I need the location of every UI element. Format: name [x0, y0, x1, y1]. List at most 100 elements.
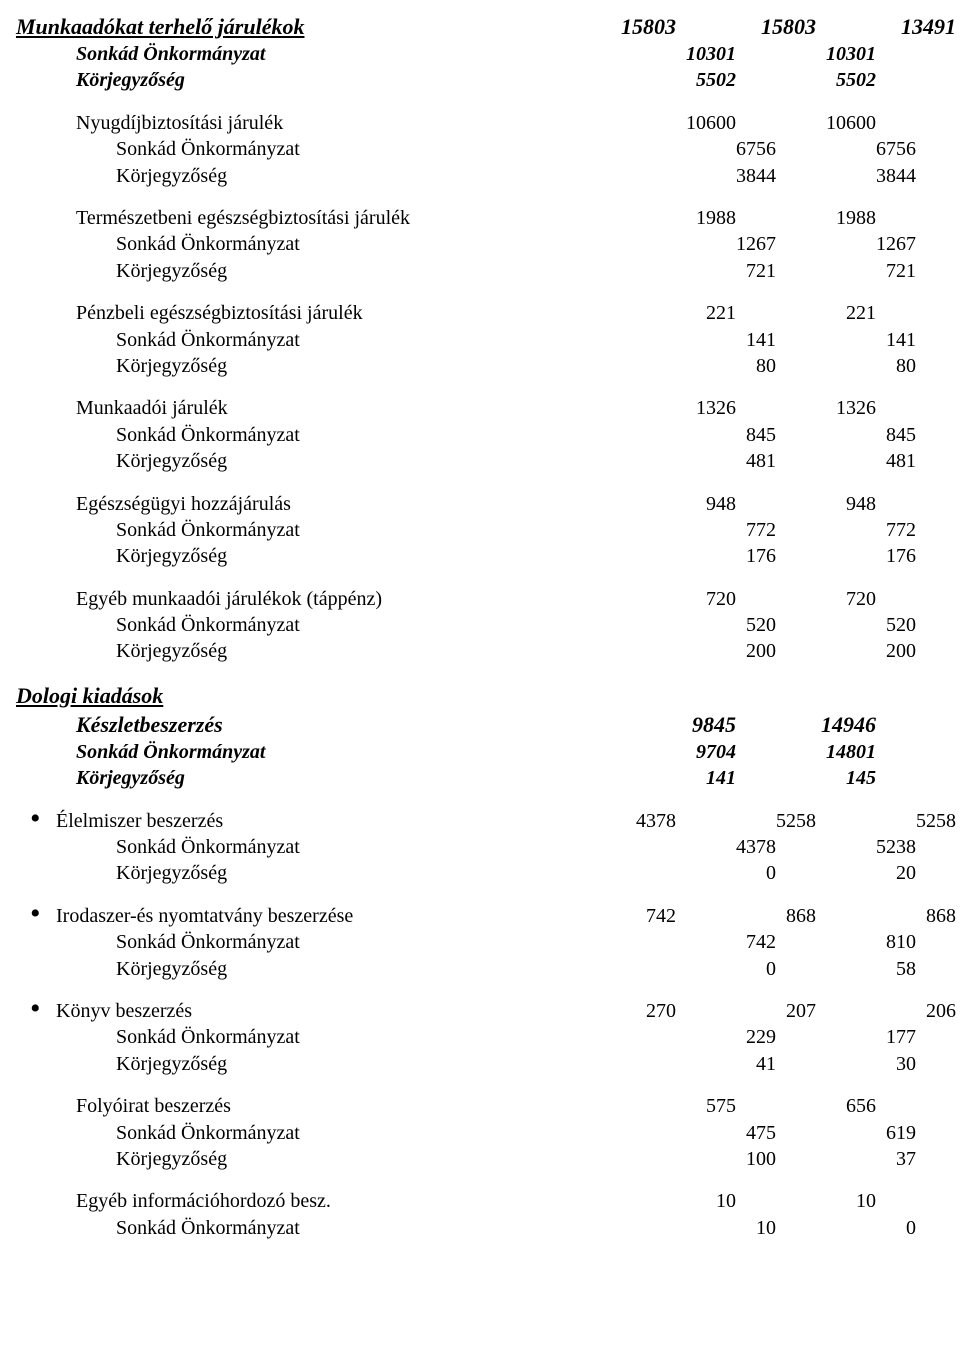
value-cell: 810: [916, 929, 960, 955]
value-cell: 0: [876, 586, 960, 612]
row-label: Sonkád Önkormányzat: [16, 834, 636, 860]
row-label-text: Körjegyzőség: [116, 260, 227, 282]
table-row: Sonkád Önkormányzat5205200: [16, 612, 950, 638]
table-row: Sonkád Önkormányzat126712671058: [16, 231, 950, 257]
row-label: Folyóirat beszerzés: [16, 1093, 596, 1119]
row-label-text: Sonkád Önkormányzat: [76, 43, 266, 65]
value-cell: 145: [736, 765, 876, 791]
value-cell: 868: [816, 903, 956, 929]
value-cell: 243: [876, 300, 960, 326]
table-row: Sonkád Önkormányzat475619619: [16, 1120, 950, 1146]
row-label-text: Sonkád Önkormányzat: [116, 233, 300, 255]
row-label-text: Körjegyzőség: [76, 767, 185, 789]
row-label-text: Munkaadói járulék: [76, 397, 228, 419]
row-label: Sonkád Önkormányzat: [16, 1215, 636, 1241]
value-cell: 1267: [636, 231, 776, 257]
value-cell: 720: [596, 586, 736, 612]
value-cell: 396: [916, 448, 960, 474]
value-cell: 30: [776, 1051, 916, 1077]
value-cell: 141: [636, 327, 776, 353]
row-label-text: Készletbeszerzés: [76, 712, 223, 737]
row-label-text: Sonkád Önkormányzat: [116, 1217, 300, 1239]
value-cell: 5238: [916, 834, 960, 860]
row-label-text: Körjegyzőség: [116, 450, 227, 472]
value-cell: 176: [776, 543, 916, 569]
value-cell: 20: [916, 860, 960, 886]
row-label-text: Sonkád Önkormányzat: [116, 1122, 300, 1144]
value-cell: 141: [596, 765, 736, 791]
value-cell: 5502: [736, 67, 876, 93]
row-label: Sonkád Önkormányzat: [16, 739, 596, 765]
row-label: Sonkád Önkormányzat: [16, 1120, 636, 1146]
value-cell: 14801: [736, 739, 876, 765]
value-cell: 0: [636, 860, 776, 886]
value-cell: 481: [776, 448, 916, 474]
row-label: Körjegyzőség: [16, 1051, 636, 1077]
value-cell: 1664: [876, 205, 960, 231]
table-row: Természetbeni egészségbiztosítási járulé…: [16, 205, 950, 231]
table-row: Munkaadókat terhelő járulékok15803158031…: [16, 12, 950, 41]
value-cell: 5238: [776, 834, 916, 860]
row-label-text: Pénzbeli egészségbiztosítási járulék: [76, 302, 363, 324]
table-row: •Irodaszer-és nyomtatvány beszerzése7428…: [16, 903, 950, 929]
value-cell: 41: [636, 1051, 776, 1077]
table-row: Sonkád Önkormányzat1000: [16, 1215, 950, 1241]
row-label-text: Sonkád Önkormányzat: [116, 424, 300, 446]
value-cell: 100: [636, 1146, 776, 1172]
row-label: Körjegyzőség: [16, 765, 596, 791]
row-label: Egészségügyi hozzájárulás: [16, 491, 596, 517]
value-cell: 167: [916, 543, 960, 569]
row-label: •Élelmiszer beszerzés: [16, 808, 536, 834]
value-cell: 619: [776, 1120, 916, 1146]
value-cell: 221: [736, 300, 876, 326]
value-cell: [536, 681, 676, 710]
table-row: Körjegyzőség808067: [16, 353, 950, 379]
value-cell: 772: [776, 517, 916, 543]
table-row: Nyugdíjbiztosítási járulék10600106009953: [16, 110, 950, 136]
table-row: Sonkád Önkormányzat97041480114801: [16, 739, 950, 765]
value-cell: 6722: [916, 136, 960, 162]
value-cell: 37: [776, 1146, 916, 1172]
value-cell: 10: [636, 1215, 776, 1241]
value-cell: 1267: [776, 231, 916, 257]
value-cell: 475: [636, 1120, 776, 1146]
value-cell: 1326: [736, 395, 876, 421]
value-cell: 1326: [596, 395, 736, 421]
table-row: Sonkád Önkormányzat10301103019024: [16, 41, 950, 67]
value-cell: 15803: [536, 12, 676, 41]
table-row: Sonkád Önkormányzat437852385238: [16, 834, 950, 860]
row-label: Pénzbeli egészségbiztosítási járulék: [16, 300, 596, 326]
value-cell: 5258: [816, 808, 956, 834]
row-label-text: Körjegyzőség: [116, 355, 227, 377]
row-label-text: Sonkád Önkormányzat: [116, 329, 300, 351]
row-label: Természetbeni egészségbiztosítási járulé…: [16, 205, 596, 231]
value-cell: 229: [636, 1024, 776, 1050]
value-cell: 221: [596, 300, 736, 326]
value-cell: 520: [776, 612, 916, 638]
value-cell: 626: [876, 491, 960, 517]
table-row: Körjegyzőség384438443231: [16, 163, 950, 189]
row-label-text: Természetbeni egészségbiztosítási járulé…: [76, 207, 410, 229]
value-cell: 720: [736, 586, 876, 612]
table-row: Körjegyzőség141145145: [16, 765, 950, 791]
table-row: Pénzbeli egészségbiztosítási járulék 2212…: [16, 300, 950, 326]
value-cell: 6756: [776, 136, 916, 162]
value-cell: 5502: [596, 67, 736, 93]
value-cell: 9024: [876, 41, 960, 67]
value-cell: 3844: [776, 163, 916, 189]
row-label-text: Egyéb információhordozó besz.: [76, 1190, 331, 1212]
value-cell: 5258: [676, 808, 816, 834]
table-row: Körjegyzőség481481396: [16, 448, 950, 474]
row-label: Készletbeszerzés: [16, 710, 596, 739]
value-cell: 3844: [636, 163, 776, 189]
value-cell: 15803: [676, 12, 816, 41]
value-cell: 948: [596, 491, 736, 517]
table-row: Egyéb munkaadói járulékok (táppénz)72072…: [16, 586, 950, 612]
value-cell: 14946: [736, 710, 876, 739]
value-cell: 58: [916, 956, 960, 982]
value-cell: 207: [676, 998, 816, 1024]
value-cell: 6756: [636, 136, 776, 162]
document-body: Munkaadókat terhelő járulékok15803158031…: [16, 12, 950, 1241]
value-cell: 9704: [596, 739, 736, 765]
value-cell: 0: [916, 638, 960, 664]
